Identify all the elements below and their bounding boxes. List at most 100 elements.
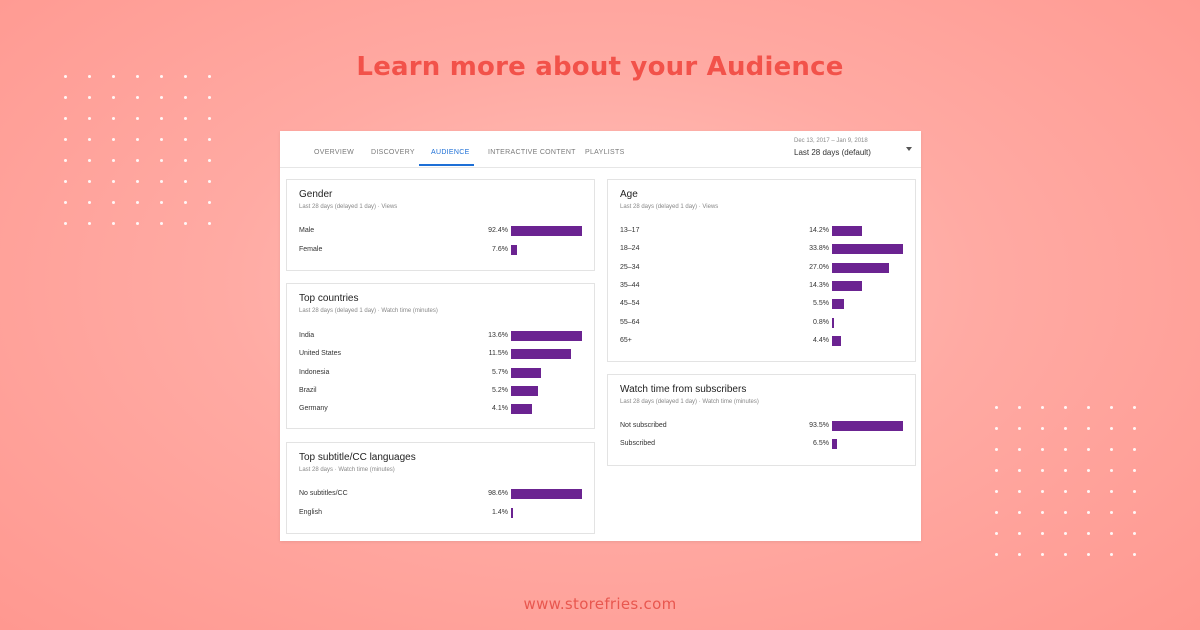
tab-interactive-content[interactable]: INTERACTIVE CONTENT (488, 149, 576, 156)
dot (184, 180, 187, 183)
dot (112, 180, 115, 183)
bar-row-label: 65+ (620, 336, 632, 344)
dot (1110, 511, 1113, 514)
bar-row: Brazil 5.2% (287, 385, 594, 398)
bar-row: No subtitles/CC 98.6% (287, 489, 594, 501)
tab-overview[interactable]: OVERVIEW (314, 149, 355, 156)
bar-row-percent: 4.1% (492, 405, 508, 412)
bar-row-bar (511, 244, 517, 255)
dot (1110, 448, 1113, 451)
bar-row: 65+ 4.4% (608, 335, 915, 348)
bar-row-label: Not subscribed (620, 422, 667, 429)
dot (1041, 448, 1044, 451)
dot (1064, 532, 1067, 535)
dot (1018, 448, 1021, 451)
bar-row-label: United States (299, 350, 342, 358)
dot (208, 201, 211, 204)
dot (1133, 427, 1136, 430)
dot (160, 159, 163, 162)
bar-row-label: 45–54 (620, 300, 640, 308)
decorative-dot-grid-right (995, 406, 1136, 556)
dot (1087, 553, 1090, 556)
dot (995, 511, 998, 514)
dot (208, 222, 211, 225)
dot (1087, 469, 1090, 472)
bar-row-percent: 92.4% (488, 227, 508, 234)
tab-audience[interactable]: AUDIENCE (431, 149, 470, 156)
bar-row-label: 35–44 (620, 281, 640, 289)
dot (1041, 469, 1044, 472)
dot (88, 117, 91, 120)
dot (208, 96, 211, 99)
dot (1018, 532, 1021, 535)
dot (112, 201, 115, 204)
dot (112, 75, 115, 78)
bar-row-bar (511, 385, 539, 396)
dot (184, 159, 187, 162)
dot (1064, 511, 1067, 514)
bar-row: Subscribed 6.5% (608, 439, 915, 451)
dot (64, 159, 67, 162)
dot (995, 553, 998, 556)
subtitle-languages-card: Top subtitle/CC languages Last 28 days ·… (286, 442, 595, 534)
tab-discovery[interactable]: DISCOVERY (371, 149, 415, 156)
bar-row-label: Indonesia (299, 368, 330, 376)
analytics-panel: OVERVIEW DISCOVERY AUDIENCE INTERACTIVE … (280, 131, 921, 541)
bar-row: Female 7.6% (287, 244, 594, 257)
date-range-selector[interactable]: Dec 13, 2017 – Jan 9, 2018 Last 28 days … (794, 138, 871, 157)
dot (208, 180, 211, 183)
dot (1018, 427, 1021, 430)
dot (1018, 406, 1021, 409)
bar-row-bar (511, 404, 533, 414)
dot (1110, 490, 1113, 493)
bar-row: Male 92.4% (287, 226, 594, 238)
dot (136, 75, 139, 78)
dot (1133, 532, 1136, 535)
dot (995, 469, 998, 472)
bar-row-percent: 5.2% (492, 386, 508, 394)
gender-card: Gender Last 28 days (delayed 1 day) · Vi… (286, 179, 595, 271)
dot (64, 201, 67, 204)
dot (1018, 553, 1021, 556)
bar-row-label: English (299, 508, 322, 516)
dot (1133, 490, 1136, 493)
footer-url[interactable]: www.storefries.com (523, 595, 677, 613)
dot (184, 96, 187, 99)
card-subtitle: Last 28 days (delayed 1 day) · Watch tim… (620, 399, 759, 405)
bar-row: Indonesia 5.7% (287, 367, 594, 380)
dot (995, 532, 998, 535)
dot (995, 427, 998, 430)
dot (88, 138, 91, 141)
dot (88, 222, 91, 225)
dot (136, 159, 139, 162)
active-tab-indicator (419, 164, 474, 166)
dot (64, 180, 67, 183)
bar-row-bar (832, 280, 863, 291)
bar-row-label: Female (299, 245, 323, 253)
dot (1064, 469, 1067, 472)
dot (136, 138, 139, 141)
dot (1133, 511, 1136, 514)
dot (1018, 490, 1021, 493)
dot (1087, 448, 1090, 451)
dot (184, 117, 187, 120)
dot (136, 96, 139, 99)
date-range-dates: Dec 13, 2017 – Jan 9, 2018 (794, 138, 868, 144)
bar-row: English 1.4% (287, 507, 594, 520)
dot (136, 117, 139, 120)
dot (160, 117, 163, 120)
bar-row: Not subscribed 93.5% (608, 421, 915, 433)
bar-row: United States 11.5% (287, 349, 594, 361)
bar-row-label: Germany (299, 405, 328, 412)
bar-row-label: 55–64 (620, 318, 640, 326)
bar-row-percent: 5.7% (492, 368, 508, 376)
tab-playlists[interactable]: PLAYLISTS (585, 149, 625, 156)
bar-row-percent: 0.8% (813, 318, 829, 326)
dot (208, 159, 211, 162)
bar-row-label: India (299, 332, 315, 339)
caret-down-icon[interactable] (906, 147, 912, 151)
bar-row-percent: 5.5% (813, 300, 829, 308)
dot (184, 138, 187, 141)
bar-row-label: Subscribed (620, 440, 656, 447)
dot (1133, 553, 1136, 556)
